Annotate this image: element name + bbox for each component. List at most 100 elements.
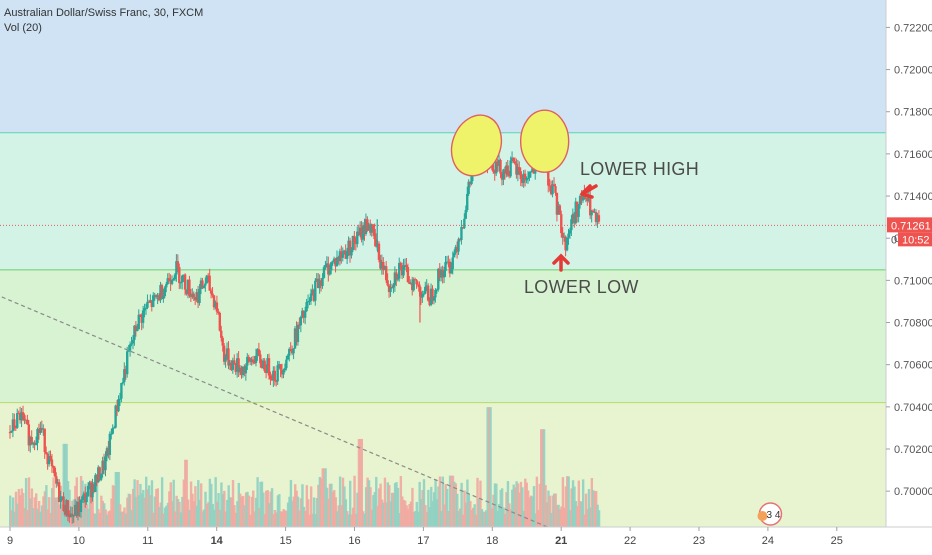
candle-body: [301, 310, 304, 317]
candle-body: [176, 261, 180, 268]
volume-bar: [333, 490, 336, 527]
volume-bar: [224, 511, 227, 527]
candle-body: [147, 301, 151, 303]
volume-bar: [270, 488, 274, 527]
volume-bar: [215, 501, 219, 527]
zone-band-0: [0, 0, 886, 133]
volume-bar: [53, 497, 57, 527]
zone-band-1: [0, 132, 886, 270]
y-tick-label: 0.71800: [894, 107, 932, 119]
candle-body: [214, 302, 217, 308]
volume-bar: [97, 509, 100, 527]
candle-body: [309, 293, 313, 302]
candle-body: [306, 301, 310, 303]
candle-body: [353, 235, 356, 243]
volume-bar: [52, 477, 55, 527]
volume-bar: [185, 459, 188, 527]
volume-bar: [273, 509, 277, 527]
volume-bar: [124, 513, 128, 527]
volume-bar: [458, 508, 462, 527]
volume-bar: [531, 496, 534, 527]
volume-bar: [81, 480, 84, 527]
candle-body: [395, 272, 398, 280]
volume-bar: [447, 510, 450, 527]
candle-body: [139, 314, 142, 316]
volume-bar: [191, 493, 194, 527]
volume-bar: [341, 477, 345, 527]
candle-body: [513, 161, 517, 164]
candle-body: [108, 433, 112, 455]
volume-bar: [48, 497, 51, 527]
volume-bar: [252, 490, 255, 527]
volume-bar: [560, 506, 563, 527]
volume-bar: [554, 493, 557, 527]
volume-bar: [192, 501, 196, 527]
volume-bar: [563, 507, 566, 527]
candle-body: [337, 257, 340, 262]
candle-body: [152, 295, 155, 308]
volume-bar: [159, 502, 162, 527]
candle-body: [198, 289, 201, 303]
volume-bar: [296, 496, 300, 527]
candle-body: [419, 291, 423, 298]
candle-body: [146, 301, 149, 308]
volume-bar: [155, 488, 158, 527]
candle-body: [50, 459, 54, 467]
candle-body: [334, 258, 337, 267]
volume-bar: [584, 493, 588, 527]
volume-bar: [393, 483, 397, 527]
candle-body: [428, 300, 431, 306]
candle-body: [127, 350, 130, 352]
volume-bar: [396, 487, 400, 527]
candle-body: [529, 171, 533, 173]
y-tick-label: 0.70200: [894, 444, 932, 456]
volume-bar: [512, 484, 515, 527]
candle-body: [457, 239, 460, 252]
volume-bar: [150, 480, 154, 527]
candle-body: [283, 368, 287, 371]
candle-body: [373, 229, 376, 240]
arrow-shape: [580, 184, 598, 199]
candle-body: [57, 482, 61, 502]
volume-bar: [506, 481, 510, 527]
candle-body: [55, 476, 58, 484]
volume-bar: [346, 511, 349, 527]
volume-bar: [308, 514, 311, 527]
volume-bar: [375, 476, 378, 527]
volume-bar: [295, 490, 298, 527]
candle-body: [124, 369, 127, 375]
volume-bar: [557, 504, 560, 527]
candle-body: [468, 181, 472, 185]
x-tick-label: 14: [211, 535, 224, 547]
candle-body: [97, 467, 100, 483]
candle-body: [448, 261, 452, 274]
candle-body: [221, 337, 224, 346]
y-tick-label: 0.70800: [894, 318, 932, 330]
candle-body: [558, 205, 562, 215]
candle-body: [112, 427, 116, 429]
candle-body: [429, 288, 433, 306]
candle-body: [18, 413, 22, 421]
volume-bar: [90, 480, 93, 527]
volume-bar: [32, 508, 35, 527]
candle-body: [65, 500, 68, 515]
volume-bar: [131, 488, 135, 527]
candle-body: [102, 460, 106, 471]
volume-bar: [9, 495, 12, 527]
candle-body: [63, 510, 67, 515]
candle-body: [502, 169, 505, 180]
candle-body: [117, 399, 120, 412]
candle-body: [302, 310, 305, 318]
candle-body: [104, 456, 107, 471]
candle-body: [224, 357, 227, 362]
candle-body: [425, 285, 428, 287]
zone-band-2: [0, 269, 886, 403]
candle-body: [384, 266, 388, 281]
volume-bar: [142, 489, 145, 527]
volume-bar: [390, 492, 394, 527]
candle-body: [597, 215, 601, 222]
volume-bar: [134, 496, 138, 527]
volume-bar: [254, 497, 258, 527]
